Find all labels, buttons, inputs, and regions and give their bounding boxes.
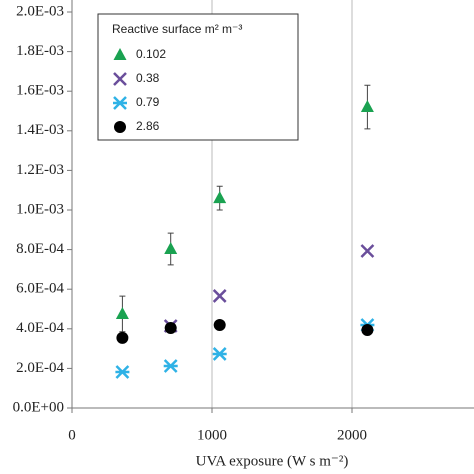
marker <box>113 72 127 86</box>
marker <box>212 289 227 303</box>
x-tick-label: 0 <box>68 427 76 443</box>
marker <box>212 347 227 361</box>
y-tick-label: 1.2E-03 <box>16 162 64 178</box>
legend-label: 0.79 <box>136 95 160 109</box>
marker <box>115 365 130 379</box>
y-tick-label: 2.0E-03 <box>16 3 64 19</box>
y-tick-label: 8.0E-04 <box>16 241 64 257</box>
y-tick-label: 1.6E-03 <box>16 83 64 99</box>
marker <box>360 100 374 113</box>
x-tick-label: 2000 <box>337 427 367 443</box>
marker <box>114 121 126 133</box>
legend-label: 0.38 <box>136 71 160 85</box>
y-tick-label: 1.8E-03 <box>16 43 64 59</box>
x-axis-title: UVA exposure (W s m⁻²) <box>196 453 349 469</box>
legend-label: 2.86 <box>136 119 160 133</box>
y-tick-label: 1.4E-03 <box>16 122 64 138</box>
marker <box>164 322 177 335</box>
y-tick-label: 6.0E-04 <box>16 281 64 297</box>
legend-label: 0.102 <box>136 47 166 61</box>
legend-title: Reactive surface m² m⁻³ <box>112 22 242 36</box>
marker <box>163 359 178 373</box>
y-tick-label: 0.0E+00 <box>13 399 64 415</box>
marker <box>115 306 129 319</box>
marker <box>164 242 178 255</box>
marker <box>213 191 227 204</box>
marker <box>113 48 127 60</box>
marker <box>360 244 375 258</box>
legend-box <box>97 13 299 141</box>
x-tick-label: 1000 <box>197 427 227 443</box>
y-tick-label: 4.0E-04 <box>16 320 64 336</box>
marker <box>213 319 226 332</box>
y-tick-label: 2.0E-04 <box>16 360 64 376</box>
marker <box>116 331 129 344</box>
y-tick-label: 1.0E-03 <box>16 201 64 217</box>
marker <box>361 323 374 336</box>
marker <box>113 96 127 110</box>
